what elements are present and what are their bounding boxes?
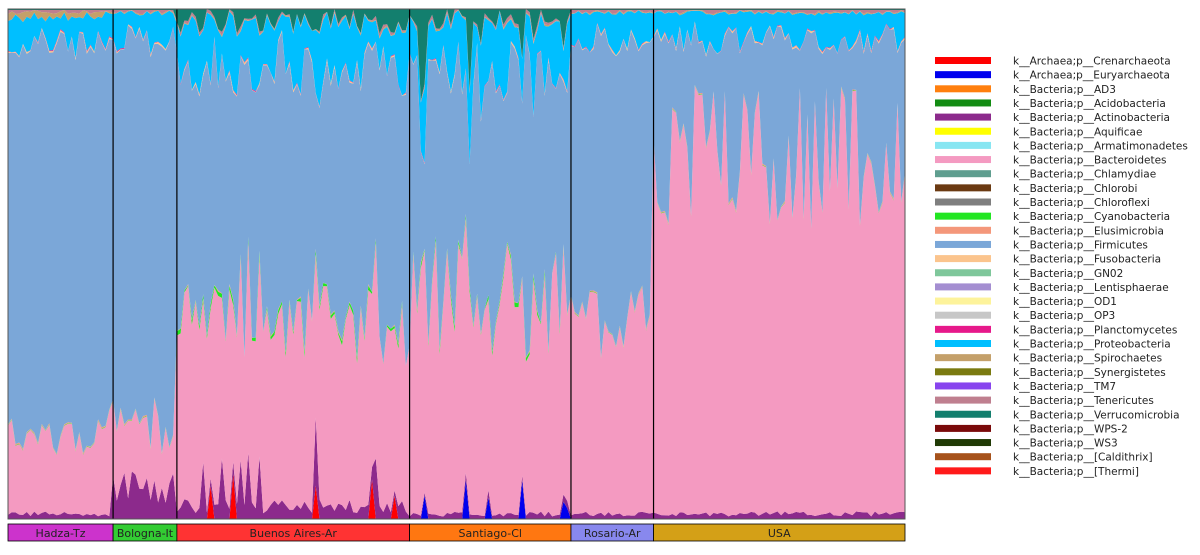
area-series-14 bbox=[8, 22, 905, 454]
group-dividers bbox=[112, 9, 655, 519]
legend-label: k__Bacteria;p__OP3 bbox=[1013, 310, 1115, 322]
group-label: Buenos Aires-Ar bbox=[250, 527, 338, 540]
legend-label: k__Bacteria;p__Planctomycetes bbox=[1013, 324, 1177, 336]
group-label: USA bbox=[768, 527, 791, 540]
legend-swatch bbox=[935, 368, 991, 376]
group-label: Bologna-It bbox=[117, 527, 174, 540]
area-series-21 bbox=[8, 10, 905, 164]
legend-swatch bbox=[935, 396, 991, 404]
legend-swatch bbox=[935, 410, 991, 418]
legend-swatch bbox=[935, 467, 991, 475]
legend-label: k__Bacteria;p__Elusimicrobia bbox=[1013, 225, 1164, 237]
legend: k__Archaea;p__Crenarchaeota k__Archaea;p_… bbox=[935, 56, 1188, 478]
legend-swatch bbox=[935, 311, 991, 319]
area-series-8 bbox=[8, 85, 905, 517]
legend-label: k__Bacteria;p__Chlorobi bbox=[1013, 183, 1137, 195]
legend-label: k__Bacteria;p__Verrucomicrobia bbox=[1013, 409, 1180, 421]
legend-label: k__Bacteria;p__Firmicutes bbox=[1013, 239, 1148, 251]
legend-swatch bbox=[935, 71, 991, 79]
legend-label: k__Archaea;p__Euryarchaeota bbox=[1013, 70, 1170, 82]
legend-label: k__Bacteria;p__Tenericutes bbox=[1013, 395, 1154, 407]
legend-swatch bbox=[935, 198, 991, 206]
legend-swatch bbox=[935, 325, 991, 333]
legend-label: k__Bacteria;p__[Caldithrix] bbox=[1013, 452, 1153, 464]
group-label: Rosario-Ar bbox=[584, 527, 641, 540]
legend-label: k__Bacteria;p__AD3 bbox=[1013, 84, 1116, 96]
legend-label: k__Bacteria;p__[Thermi] bbox=[1013, 466, 1139, 478]
group-label: Santiago-Cl bbox=[459, 527, 522, 540]
area-series-1 bbox=[8, 474, 905, 519]
plot-frame bbox=[7, 8, 906, 520]
legend-label: k__Bacteria;p__Actinobacteria bbox=[1013, 112, 1170, 124]
legend-swatch bbox=[935, 156, 991, 164]
legend-swatch bbox=[935, 57, 991, 64]
legend-swatch bbox=[935, 382, 991, 390]
legend-label: k__Bacteria;p__Armatimonadetes bbox=[1013, 140, 1188, 152]
legend-swatch bbox=[935, 297, 991, 305]
legend-swatch bbox=[935, 269, 991, 277]
legend-label: k__Bacteria;p__Spirochaetes bbox=[1013, 353, 1162, 365]
group-label: Hadza-Tz bbox=[36, 527, 86, 540]
legend-label: k__Bacteria;p__GN02 bbox=[1013, 268, 1123, 280]
legend-label: k__Bacteria;p__Synergistetes bbox=[1013, 367, 1166, 379]
legend-swatch bbox=[935, 354, 991, 362]
legend-swatch bbox=[935, 283, 991, 291]
legend-swatch bbox=[935, 240, 991, 248]
legend-swatch bbox=[935, 184, 991, 192]
legend-swatch bbox=[935, 85, 991, 93]
legend-label: k__Bacteria;p__Fusobacteria bbox=[1013, 254, 1161, 266]
legend-label: k__Bacteria;p__Chloroflexi bbox=[1013, 197, 1150, 209]
legend-swatch bbox=[935, 141, 991, 149]
legend-swatch bbox=[935, 113, 991, 121]
stacked-areas bbox=[8, 9, 905, 519]
legend-label: k__Bacteria;p__Acidobacteria bbox=[1013, 98, 1166, 110]
legend-swatch bbox=[935, 439, 991, 447]
legend-swatch bbox=[935, 99, 991, 107]
legend-label: k__Bacteria;p__WPS-2 bbox=[1013, 423, 1128, 435]
legend-label: k__Bacteria;p__Proteobacteria bbox=[1013, 339, 1171, 351]
legend-swatch bbox=[935, 424, 991, 432]
legend-swatch bbox=[935, 212, 991, 220]
legend-label: k__Bacteria;p__OD1 bbox=[1013, 296, 1117, 308]
legend-label: k__Archaea;p__Crenarchaeota bbox=[1013, 56, 1171, 68]
group-label-bar: Hadza-Tz Bologna-It Buenos Aires-Ar Santiag… bbox=[7, 523, 906, 542]
legend-label: k__Bacteria;p__Bacteroidetes bbox=[1013, 155, 1167, 167]
group-band bbox=[653, 523, 906, 542]
legend-swatch bbox=[935, 255, 991, 263]
legend-label: k__Bacteria;p__Aquificae bbox=[1013, 126, 1142, 138]
legend-label: k__Bacteria;p__WS3 bbox=[1013, 438, 1118, 450]
legend-swatch bbox=[935, 226, 991, 234]
legend-label: k__Bacteria;p__Cyanobacteria bbox=[1013, 211, 1170, 223]
legend-swatch bbox=[935, 170, 991, 178]
legend-label: k__Bacteria;p__TM7 bbox=[1013, 381, 1116, 393]
legend-swatch bbox=[935, 340, 991, 347]
legend-label: k__Bacteria;p__Lentisphaerae bbox=[1013, 282, 1169, 294]
legend-swatch bbox=[935, 453, 991, 461]
legend-label: k__Bacteria;p__Chlamydiae bbox=[1013, 169, 1156, 181]
legend-swatch bbox=[935, 127, 991, 135]
